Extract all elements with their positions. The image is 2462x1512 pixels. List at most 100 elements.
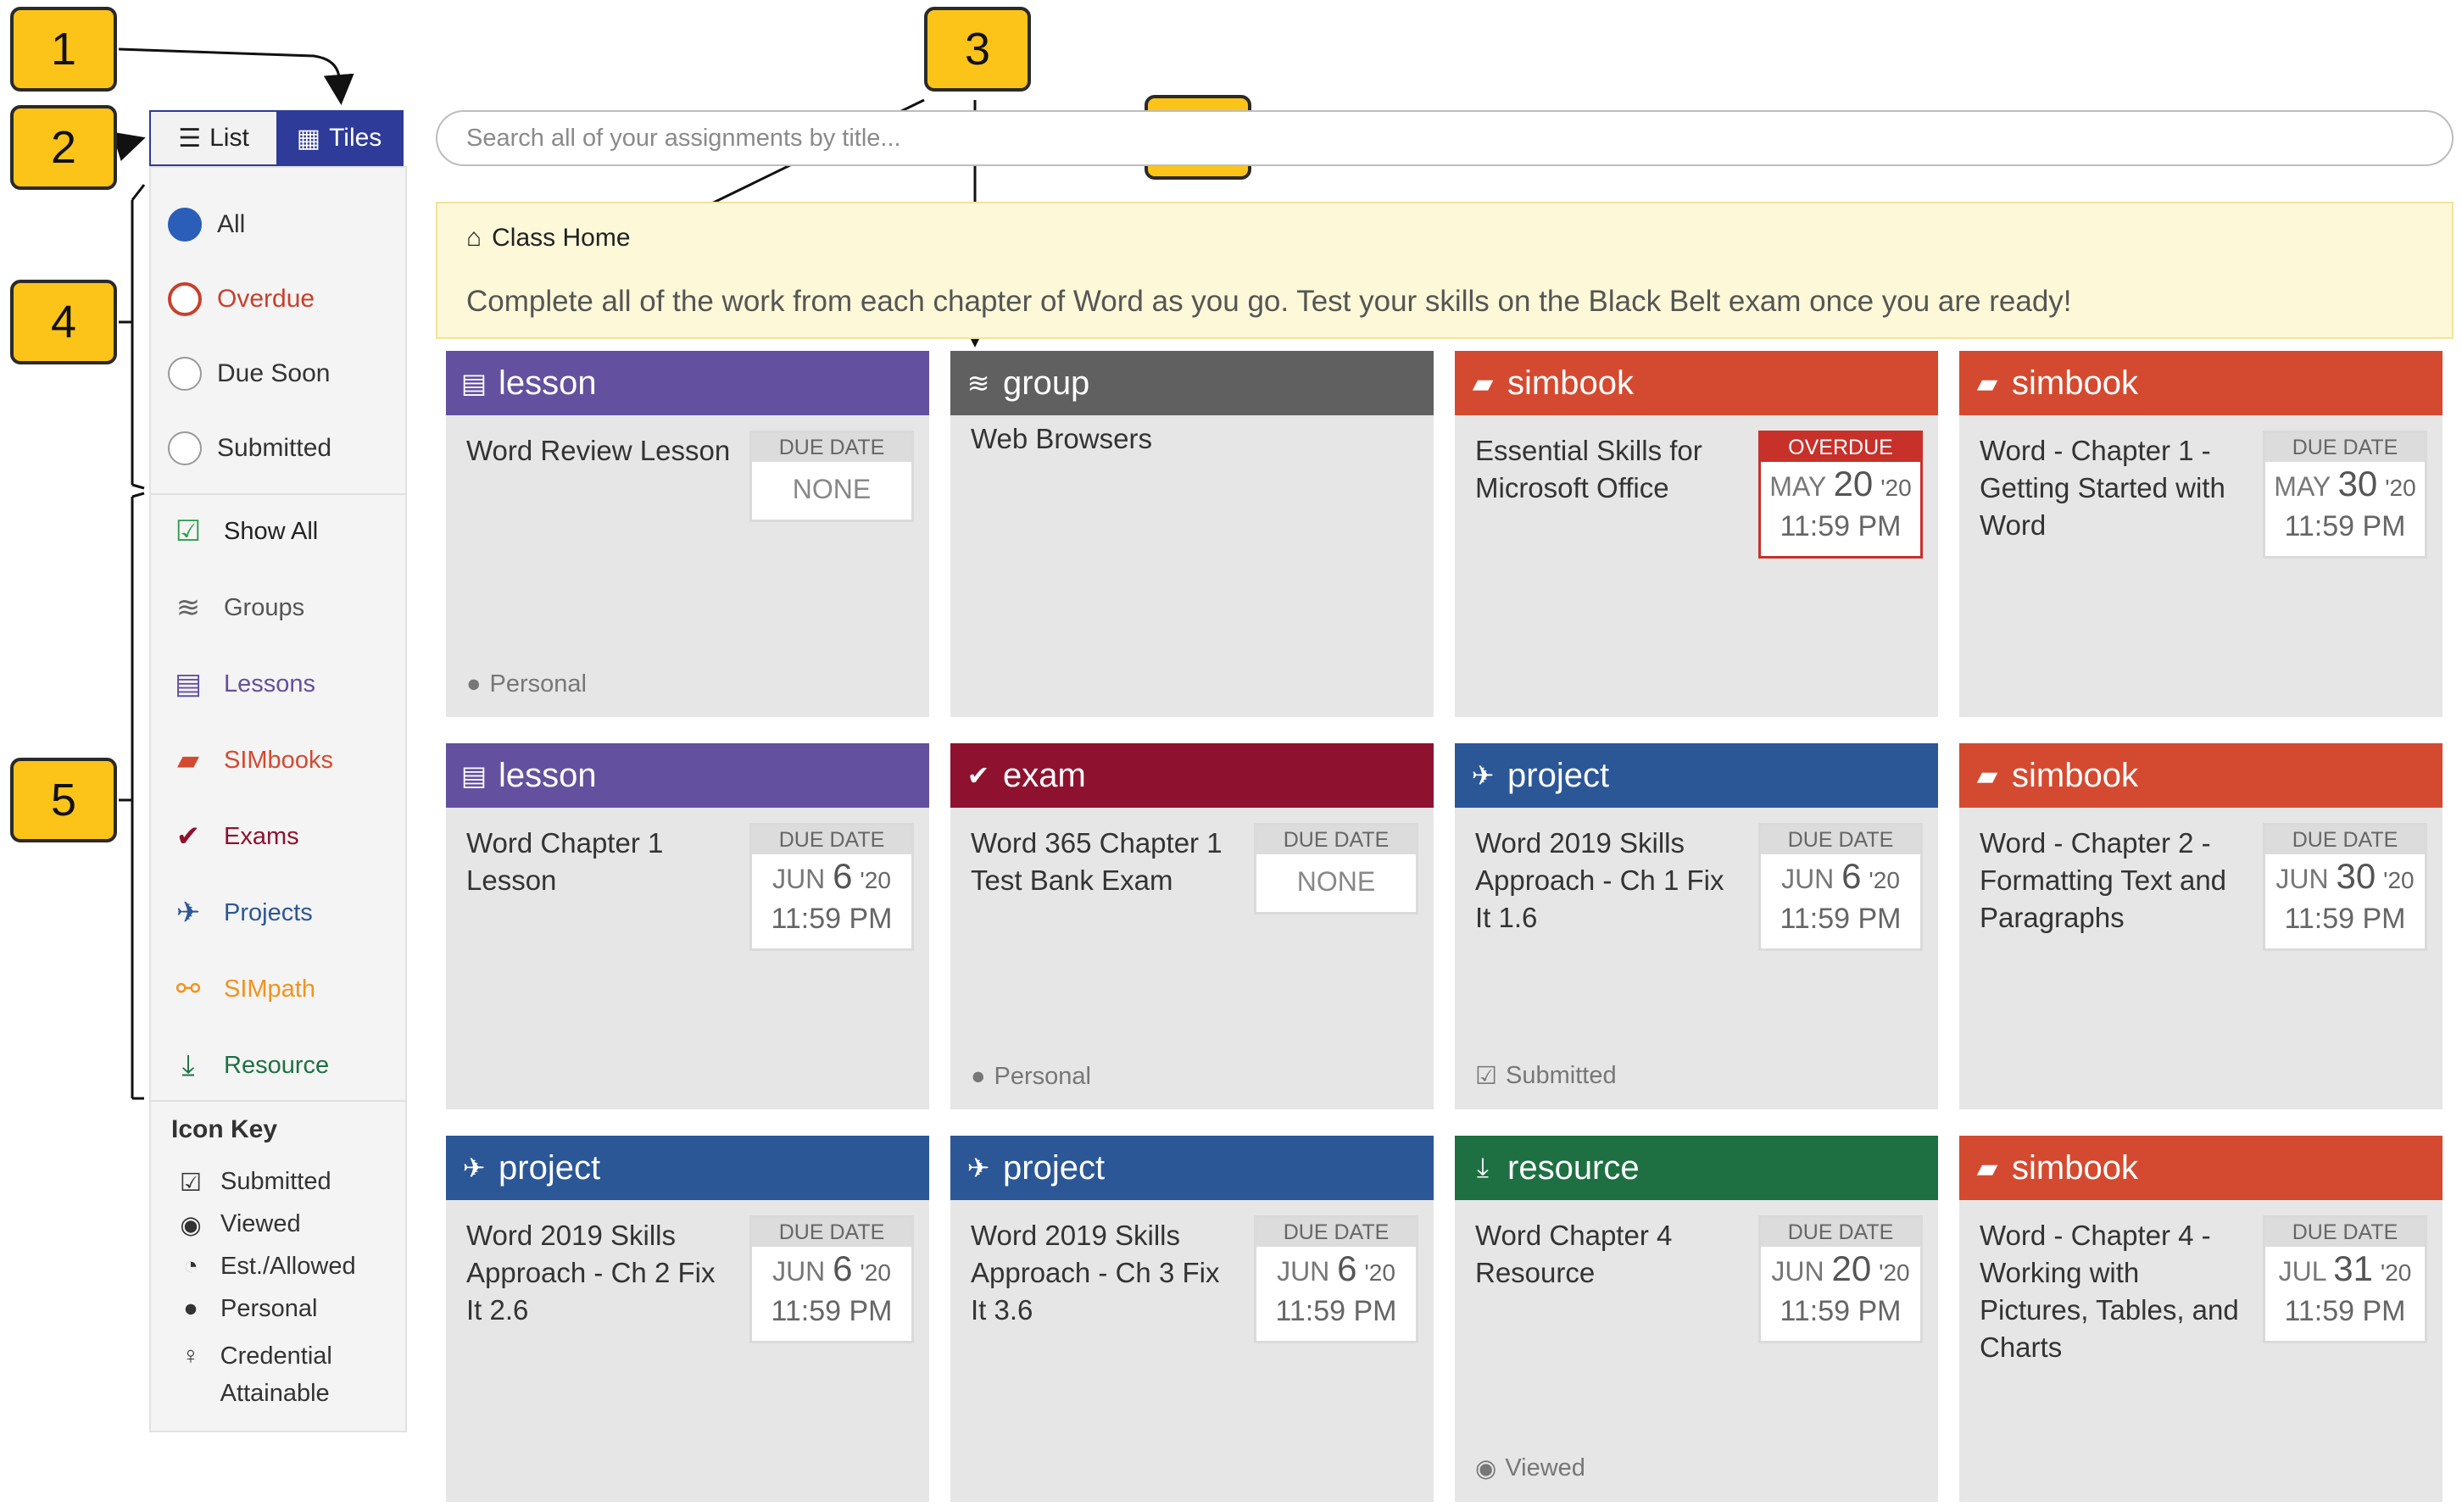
assignment-tile-simbook[interactable]: ▰ simbook Word - Chapter 2 - Formatting Te… xyxy=(1959,743,2443,1109)
tile-header: ✈ project xyxy=(1455,743,1938,808)
due-date-value: JUL 31 '20 xyxy=(2265,1250,2425,1292)
tile-type-label: group xyxy=(1003,364,1090,402)
tile-title: Word 2019 Skills Approach - Ch 2 Fix It … xyxy=(466,1220,716,1326)
assignment-tile-project[interactable]: ✈ project Word 2019 Skills Approach - Ch 2… xyxy=(446,1136,929,1502)
tile-type-label: project xyxy=(1003,1148,1106,1187)
type-filter-projects[interactable]: ✈ Projects xyxy=(171,892,313,934)
project-icon: ✈ xyxy=(1471,760,1495,791)
filter-due-soon[interactable]: Due Soon xyxy=(168,353,330,395)
tile-type-label: lesson xyxy=(499,364,597,402)
home-icon: ⌂ xyxy=(466,224,482,252)
assignment-tile-lesson[interactable]: ▤ lesson Word Chapter 1 Lesson DUE DATE JUN … xyxy=(446,743,929,1109)
due-month: JUN xyxy=(1277,1256,1330,1287)
assignment-tile-exam[interactable]: ✔ exam Word 365 Chapter 1 Test Bank Exam DU… xyxy=(950,743,1434,1109)
tile-title: Word Review Lesson xyxy=(466,435,731,466)
type-filter-simbooks[interactable]: ▰ SIMbooks xyxy=(171,739,333,781)
tile-status-label: Viewed xyxy=(1505,1454,1585,1481)
tile-status-label: Personal xyxy=(489,670,587,698)
assignment-tile-group[interactable]: ≋ group Web Browsers xyxy=(950,351,1434,717)
due-day: 6 xyxy=(1337,1248,1357,1288)
tile-title: Word - Chapter 4 - Working with Pictures… xyxy=(1980,1220,2239,1363)
icon-key-label: Submitted xyxy=(220,1168,331,1195)
checkbox-checked-icon: ☑ xyxy=(175,515,202,548)
tile-status: ◉ Viewed xyxy=(1475,1454,1585,1483)
type-filter-groups[interactable]: ≋ Groups xyxy=(171,586,304,629)
due-date-label: DUE DATE xyxy=(1256,825,1416,854)
simpath-icon: ⚯ xyxy=(175,973,201,1005)
ribbon-icon: ♀ xyxy=(181,1342,200,1370)
assignment-tile-project[interactable]: ✈ project Word 2019 Skills Approach - Ch 3… xyxy=(950,1136,1434,1502)
tile-type-label: simbook xyxy=(1507,364,1634,402)
filter-label: Due Soon xyxy=(217,359,331,387)
due-date-box: DUE DATE JUL 31 '20 11:59 PM xyxy=(2263,1215,2427,1343)
tile-title: Word - Chapter 1 - Getting Started with … xyxy=(1980,435,2225,541)
simbook-icon: ▰ xyxy=(1976,1153,1998,1183)
tile-header: ✔ exam xyxy=(950,743,1434,808)
filter-submitted[interactable]: Submitted xyxy=(168,427,331,470)
simbook-icon: ▰ xyxy=(1976,760,1998,791)
due-month: JUN xyxy=(772,864,826,894)
due-date-label: DUE DATE xyxy=(1256,1218,1416,1247)
type-filter-simpath[interactable]: ⚯ SIMpath xyxy=(171,968,315,1010)
assignment-tile-lesson[interactable]: ▤ lesson Word Review Lesson DUE DATE NONE ● Pe… xyxy=(446,351,929,717)
assignment-tile-simbook[interactable]: ▰ simbook Word - Chapter 4 - Working with … xyxy=(1959,1136,2443,1502)
due-year: '20 xyxy=(1364,1259,1395,1286)
view-toggle: ☰ List ▦ Tiles xyxy=(149,110,404,166)
tile-type-label: project xyxy=(1507,756,1610,794)
radio-selected-icon xyxy=(168,208,202,242)
filter-label: All xyxy=(217,210,246,238)
tile-type-label: simbook xyxy=(2012,1148,2138,1187)
due-date-box: DUE DATE JUN 30 '20 11:59 PM xyxy=(2263,823,2427,951)
due-date-box: DUE DATE NONE xyxy=(749,431,914,522)
due-day: 20 xyxy=(1833,464,1874,503)
tile-type-label: resource xyxy=(1507,1148,1640,1187)
due-month: MAY xyxy=(2274,471,2331,502)
assignment-tile-resource[interactable]: ⤓ resource Word Chapter 4 Resource DUE DATE… xyxy=(1455,1136,1938,1502)
icon-key-label: Personal xyxy=(220,1295,318,1322)
eye-icon: ◉ xyxy=(1475,1455,1497,1482)
icon-key-item: ◉ Viewed xyxy=(176,1210,300,1240)
tile-header: ▤ lesson xyxy=(446,743,929,808)
type-filter-lessons[interactable]: ▤ Lessons xyxy=(171,663,315,705)
class-home-link[interactable]: ⌂ Class Home xyxy=(466,224,631,253)
due-date-label: DUE DATE xyxy=(2265,433,2425,462)
due-day: 30 xyxy=(2336,856,2376,896)
exam-icon: ✔ xyxy=(966,760,990,791)
list-view-button[interactable]: ☰ List xyxy=(151,112,276,164)
tile-title: Word Chapter 1 Lesson xyxy=(466,827,664,896)
lesson-icon: ▤ xyxy=(174,668,203,700)
assignment-tile-simbook[interactable]: ▰ simbook Word - Chapter 1 - Getting Start… xyxy=(1959,351,2443,717)
tile-header: ⤓ resource xyxy=(1455,1136,1938,1200)
type-filter-exams[interactable]: ✔ Exams xyxy=(171,815,299,858)
filter-label: Overdue xyxy=(217,285,315,313)
type-filter-resource[interactable]: ⤓ Resource xyxy=(171,1044,329,1087)
tile-status-label: Submitted xyxy=(1506,1062,1617,1089)
tile-title: Word 2019 Skills Approach - Ch 3 Fix It … xyxy=(971,1220,1220,1326)
filter-all[interactable]: All xyxy=(168,203,245,246)
due-time: 11:59 PM xyxy=(2284,1295,2406,1327)
tile-header: ▰ simbook xyxy=(1959,351,2443,415)
due-time: 11:59 PM xyxy=(1780,1295,1902,1327)
due-year: '20 xyxy=(2383,867,2415,893)
tiles-view-button[interactable]: ▦ Tiles xyxy=(276,112,402,164)
due-day: 20 xyxy=(1831,1248,1872,1288)
due-date-box: DUE DATE JUN 6 '20 11:59 PM xyxy=(749,1215,914,1343)
tiles-view-label: Tiles xyxy=(329,124,382,152)
icon-key-item: ◔ Est./Allowed xyxy=(176,1253,355,1281)
filter-overdue[interactable]: Overdue xyxy=(168,278,315,320)
search-input[interactable]: Search all of your assignments by title.… xyxy=(436,110,2454,166)
tile-header: ▰ simbook xyxy=(1959,1136,2443,1200)
assignment-tile-simbook[interactable]: ▰ simbook Essential Skills for Microsoft O… xyxy=(1455,351,1938,717)
person-icon: ● xyxy=(466,670,482,698)
callout-5: 5 xyxy=(10,758,117,842)
assignment-tile-project[interactable]: ✈ project Word 2019 Skills Approach - Ch 1… xyxy=(1455,743,1938,1109)
tile-header: ▤ lesson xyxy=(446,351,929,415)
project-icon: ✈ xyxy=(966,1153,990,1183)
type-filter-show-all[interactable]: ☑ Show All xyxy=(171,510,318,553)
icon-key-item: ● Personal xyxy=(176,1295,317,1323)
due-date-box: DUE DATE MAY 30 '20 11:59 PM xyxy=(2263,431,2427,559)
download-icon: ⤓ xyxy=(1476,1152,1490,1182)
radio-icon xyxy=(168,431,202,465)
due-date-label: DUE DATE xyxy=(752,433,911,462)
tile-status: ☑ Submitted xyxy=(1475,1061,1617,1091)
